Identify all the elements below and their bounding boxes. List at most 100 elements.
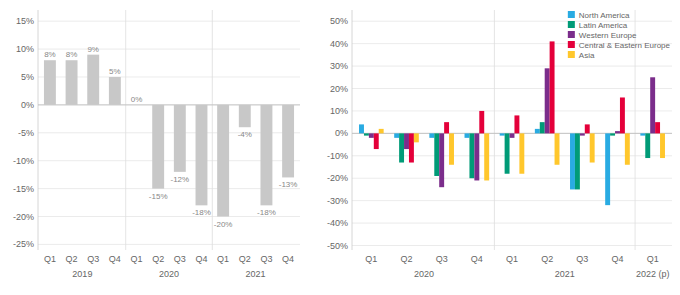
x-tick-label: Q4 (611, 254, 623, 264)
bar (555, 133, 560, 164)
y-tick-label: 50% (330, 16, 348, 26)
x-tick-label: Q2 (541, 254, 553, 264)
bar (404, 133, 409, 149)
bar (625, 133, 630, 164)
x-tick-label: Q1 (217, 254, 229, 264)
bar (434, 133, 439, 176)
x-tick-label: Q3 (576, 254, 588, 264)
legend-item: North America (568, 11, 630, 20)
x-tick-label: Q3 (436, 254, 448, 264)
bar (369, 133, 374, 137)
legend-label: Asia (579, 51, 595, 60)
x-tick-label: Q1 (506, 254, 518, 264)
bar (484, 133, 489, 180)
legend-label: Western Europe (579, 31, 637, 40)
bar (620, 97, 625, 133)
bar (282, 105, 294, 178)
bar (660, 133, 665, 158)
grid-line (352, 200, 672, 201)
y-tick-label: -40% (327, 218, 348, 228)
y-tick-label: -10% (327, 151, 348, 161)
data-label: -12% (170, 175, 189, 184)
bar (505, 133, 510, 173)
x-tick-label: Q1 (131, 254, 143, 264)
x-tick-label: Q1 (647, 254, 659, 264)
y-tick-label: -50% (327, 241, 348, 251)
bar (429, 133, 434, 137)
grid-line (352, 223, 672, 224)
bar (479, 111, 484, 133)
y-tick-label: -20% (13, 212, 34, 222)
year-label: 2021 (246, 269, 266, 279)
group-divider (494, 10, 495, 250)
x-tick-label: Q4 (282, 254, 294, 264)
x-tick-label: Q3 (260, 254, 272, 264)
bar (474, 133, 479, 180)
x-tick-label: Q1 (365, 254, 377, 264)
bar (590, 133, 595, 162)
data-label: -4% (238, 130, 252, 139)
legend-swatch (568, 11, 575, 18)
legend-item: Asia (568, 51, 595, 60)
bar (640, 133, 645, 135)
bar (535, 129, 540, 133)
chart-1: -50%-40%-30%-20%-10%0%10%20%30%40%50%Q1Q… (327, 10, 672, 279)
bar (655, 122, 660, 133)
bar (109, 77, 121, 105)
bar (414, 133, 419, 142)
bar (605, 133, 610, 205)
grid-line (352, 66, 672, 67)
bar (469, 133, 474, 178)
bar (585, 124, 590, 133)
bar (444, 122, 449, 133)
bar (359, 124, 364, 133)
year-label: 2020 (159, 269, 179, 279)
bar (364, 133, 369, 135)
x-tick-label: Q1 (44, 254, 56, 264)
grid-line (38, 21, 300, 22)
legend-label: North America (579, 11, 630, 20)
bar (575, 133, 580, 189)
bar (580, 133, 585, 135)
data-label: 0% (131, 95, 143, 104)
bar (394, 133, 399, 137)
y-tick-label: 0% (21, 100, 34, 110)
data-label: 9% (87, 45, 99, 54)
legend-label: Latin America (579, 21, 628, 30)
data-label: -20% (214, 220, 233, 229)
data-label: -18% (257, 208, 276, 217)
x-tick-label: Q2 (66, 254, 78, 264)
x-tick-label: Q4 (471, 254, 483, 264)
bar (260, 105, 272, 205)
bar (87, 55, 99, 105)
legend: North AmericaLatin AmericaWestern Europe… (568, 11, 671, 60)
group-divider (125, 10, 126, 250)
x-tick-label: Q2 (152, 254, 164, 264)
y-tick-label: 20% (330, 84, 348, 94)
bar (399, 133, 404, 162)
x-tick-label: Q4 (195, 254, 207, 264)
legend-swatch (568, 51, 575, 58)
y-axis-line (352, 10, 353, 250)
group-divider (212, 10, 213, 250)
y-tick-label: -10% (13, 156, 34, 166)
data-label: -15% (149, 192, 168, 201)
bar (131, 104, 143, 105)
bar (379, 129, 384, 133)
y-tick-label: -30% (327, 196, 348, 206)
bar (409, 133, 414, 162)
data-label: -18% (192, 208, 211, 217)
y-tick-label: 40% (330, 39, 348, 49)
y-tick-label: 10% (330, 106, 348, 116)
bar (196, 105, 208, 205)
data-label: 5% (109, 67, 121, 76)
legend-item: Latin America (568, 21, 628, 30)
x-tick-label: Q2 (239, 254, 251, 264)
grid-line (352, 178, 672, 179)
year-label: 2021 (555, 269, 575, 279)
y-tick-label: 5% (21, 72, 34, 82)
bar (545, 68, 550, 133)
y-tick-label: -15% (13, 184, 34, 194)
x-tick-label: Q4 (109, 254, 121, 264)
bar (239, 105, 251, 127)
